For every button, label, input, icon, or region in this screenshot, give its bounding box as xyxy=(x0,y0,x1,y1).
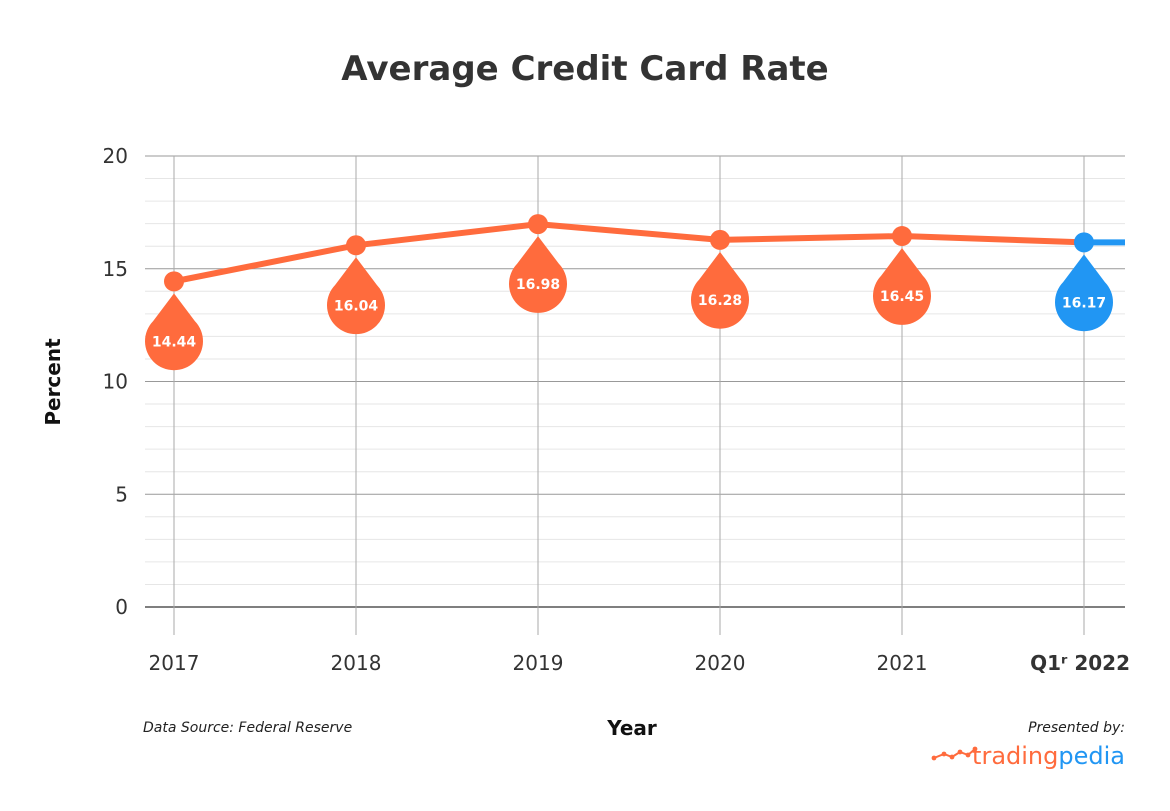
data-source: Data Source: Federal Reserve xyxy=(143,720,352,736)
brand-name-trading: trading xyxy=(972,742,1058,770)
x-tick-label: 2019 xyxy=(513,651,564,675)
data-point xyxy=(1074,232,1094,253)
data-label-drop xyxy=(691,251,749,329)
x-tick-label: 2018 xyxy=(331,651,382,675)
brand-logo-icon xyxy=(931,746,978,761)
data-label: 14.44 xyxy=(152,334,197,350)
data-point xyxy=(892,226,912,247)
x-tick-label: Q1ʳ 2022 xyxy=(1030,651,1130,675)
series-points xyxy=(164,214,1094,292)
x-axis-ticks: 2017 2018 2019 2020 2021 Q1ʳ 2022 xyxy=(149,651,1130,675)
y-axis-label: Percent xyxy=(41,338,65,426)
presented-by: Presented by: xyxy=(1028,720,1125,736)
data-point xyxy=(710,229,730,250)
y-tick-label: 20 xyxy=(103,144,128,168)
data-label: 16.28 xyxy=(698,293,742,309)
data-label: 16.17 xyxy=(1062,295,1106,311)
vertical-gridlines xyxy=(173,156,1085,635)
data-label: 16.98 xyxy=(516,277,560,293)
chart-title: Average Credit Card Rate xyxy=(341,49,828,89)
data-point xyxy=(164,271,184,292)
brand-name: tradingpedia xyxy=(972,742,1125,770)
series-line-segment xyxy=(171,221,1087,285)
data-label-drop xyxy=(326,257,385,335)
minor-gridlines xyxy=(145,178,1125,585)
data-label: 16.04 xyxy=(334,298,379,314)
data-label-drops: 14.44 16.04 16.98 16.28 16.45 16.17 xyxy=(145,236,1113,371)
data-point xyxy=(346,235,366,256)
data-label-drop xyxy=(872,248,931,325)
data-label: 16.45 xyxy=(880,289,924,305)
y-tick-label: 10 xyxy=(103,370,128,394)
data-label-drop xyxy=(1055,254,1113,332)
brand-name-pedia: pedia xyxy=(1058,742,1125,770)
data-point xyxy=(528,214,548,235)
x-axis-label: Year xyxy=(606,716,657,740)
y-tick-label: 0 xyxy=(115,595,128,619)
series-line xyxy=(171,221,1125,285)
y-axis-ticks: 0 5 10 15 20 xyxy=(103,144,128,619)
x-tick-label: 2021 xyxy=(877,651,928,675)
x-tick-label: 2020 xyxy=(695,651,746,675)
y-tick-label: 15 xyxy=(103,257,128,281)
data-label-drop xyxy=(508,236,567,313)
major-gridlines xyxy=(145,155,1125,608)
data-label-drop xyxy=(145,293,203,371)
x-tick-label: 2017 xyxy=(149,651,200,675)
y-tick-label: 5 xyxy=(115,482,128,506)
